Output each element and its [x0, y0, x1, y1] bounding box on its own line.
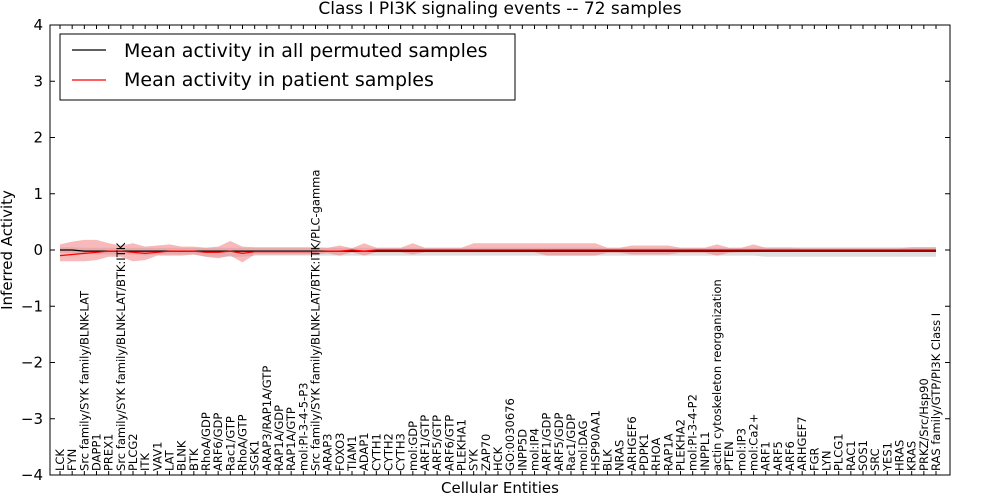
x-tick-label: mol:IP3	[734, 428, 748, 471]
x-tick-label: PDPK1	[637, 433, 651, 471]
x-tick-label: KRAS	[905, 441, 919, 471]
x-tick-label: HSP90AA1	[588, 410, 602, 471]
x-tick-label: INPP5D	[515, 429, 529, 471]
x-tick-label: mol:IP4	[528, 428, 542, 471]
x-tick-label: mol:Ca2+	[747, 414, 761, 471]
x-tick-label: FOXO3	[333, 433, 347, 471]
x-tick-label: ARF6/GTP	[442, 415, 456, 471]
x-tick-label: FGR	[807, 447, 821, 471]
x-tick-label: CYTH2	[382, 433, 396, 471]
x-tick-label: SYK	[467, 449, 481, 471]
x-tick-label: GO:0030676	[503, 398, 517, 471]
legend-label-patient: Mean activity in patient samples	[124, 69, 434, 91]
x-tick-label: FYN	[65, 449, 79, 471]
x-tick-label: VAV1	[150, 442, 164, 471]
x-tick-label: PTEN	[722, 441, 736, 471]
x-tick-label: NRAS	[613, 440, 627, 471]
series-line-permuted	[60, 249, 936, 252]
x-tick-label: BLK	[601, 449, 615, 471]
x-tick-label: PLCG1	[832, 433, 846, 471]
x-tick-label: SRC	[868, 448, 882, 471]
y-tick-label: −3	[21, 410, 43, 428]
series-line-patient	[59, 249, 936, 257]
x-tick-label: YES1	[880, 442, 894, 472]
x-tick-label: LAT	[163, 449, 177, 471]
x-tick-label: RhoA/GTP	[236, 414, 250, 471]
x-tick-label: ARAP3	[321, 434, 335, 472]
y-tick-label: 4	[33, 16, 43, 34]
x-tick-label: HRAS	[893, 440, 907, 471]
x-tick-label: INPPL1	[698, 431, 712, 471]
legend: Mean activity in all permuted samples Me…	[59, 33, 516, 101]
x-tick-label: Src family/SYK family/BLNK-LAT/BTK:ITK	[114, 242, 128, 471]
x-tick-label: ARF1/GTP	[418, 415, 432, 471]
x-tick-label: ARAP3/RAP1A/GTP	[260, 366, 274, 471]
x-tick-label: CYTH1	[369, 433, 383, 471]
x-tick-label: ARF6/GDP	[211, 413, 225, 471]
x-tick-label: ARF1	[759, 441, 773, 471]
legend-label-permuted: Mean activity in all permuted samples	[124, 40, 487, 62]
x-tick-label: ARF5	[771, 441, 785, 471]
x-tick-label: BLNK	[175, 440, 189, 471]
x-tick-label: ARHGEF7	[795, 416, 809, 471]
y-tick-label: −2	[21, 354, 43, 372]
x-tick-label: SOS1	[856, 440, 870, 471]
legend-box	[59, 33, 516, 101]
y-tick-label: −1	[21, 297, 43, 315]
x-tick-label: PLCG2	[126, 433, 140, 471]
x-tick-label: RAP1A/GDP	[272, 405, 286, 471]
x-tick-label: RAP1A	[661, 433, 675, 471]
x-tick-label: BTK	[187, 448, 201, 471]
x-tick-label: ARF1/GDP	[540, 413, 554, 471]
x-tick-label: ZAP70	[479, 434, 493, 471]
x-tick-label: PLEKHA1	[455, 419, 469, 471]
chart-title: Class I PI3K signaling events -- 72 samp…	[318, 0, 681, 19]
x-tick-label: RHOA	[649, 438, 663, 471]
x-tick-label: RAC1	[844, 440, 858, 471]
x-tick-label: ITK	[138, 453, 152, 471]
x-tick-label: RhoA/GDP	[199, 412, 213, 471]
y-tick-label: −4	[21, 466, 43, 484]
x-tick-label: actin cytoskeleton reorganization	[710, 279, 724, 471]
x-tick-label: ADAP1	[357, 432, 371, 471]
x-tick-label: PLEKHA2	[674, 419, 688, 471]
x-tick-label: ARF5/GTP	[430, 415, 444, 471]
x-tick-label: mol:DAG	[576, 420, 590, 471]
x-tick-label: ARHGEF6	[625, 416, 639, 471]
x-tick-label: mol:PI-3-4-P2	[686, 394, 700, 471]
x-tick-label: mol:GDP	[406, 421, 420, 471]
x-axis-label: Cellular Entities	[441, 479, 559, 497]
x-tick-label: HCK	[491, 446, 505, 471]
x-tick-label: PREX1	[102, 434, 116, 471]
x-tick-label: Rac1/GTP	[223, 416, 237, 471]
x-tick-label: CYTH3	[394, 433, 408, 471]
y-axis-label: Inferred Activity	[0, 190, 16, 310]
y-tick-label: 2	[33, 129, 43, 147]
x-tick-label: ARF6	[783, 441, 797, 471]
x-tick-label: TIAM1	[345, 435, 359, 472]
x-tick-label: RAS family/GTP/PI3K Class I	[929, 313, 943, 471]
x-tick-label: PRKZ/Src/Hsp90	[917, 378, 931, 471]
x-tick-label: DAPP1	[90, 433, 104, 471]
x-tick-label: Src family/SYK family/BLNK-LAT	[77, 290, 91, 471]
x-tick-label: LCK	[53, 449, 67, 471]
activity-lines	[59, 249, 936, 257]
y-tick-label: 0	[33, 241, 43, 259]
x-tick-label: RAP1A/GTP	[284, 407, 298, 471]
x-tick-label: Src family/SYK family/BLNK-LAT/BTK:ITK/P…	[309, 170, 323, 471]
y-tick-label: 3	[33, 72, 43, 90]
x-tick-label: ARF5/GDP	[552, 413, 566, 471]
x-tick-label: Rac1/GDP	[564, 414, 578, 471]
x-tick-label: SGK1	[248, 440, 262, 471]
y-tick-label: 1	[33, 185, 43, 203]
x-tick-label: mol:PI-3-4-5-P3	[296, 383, 310, 471]
x-tick-label: LYN	[820, 450, 834, 471]
y-axis: −4 −3 −2 −1 0 1 2 3 4	[21, 16, 950, 484]
